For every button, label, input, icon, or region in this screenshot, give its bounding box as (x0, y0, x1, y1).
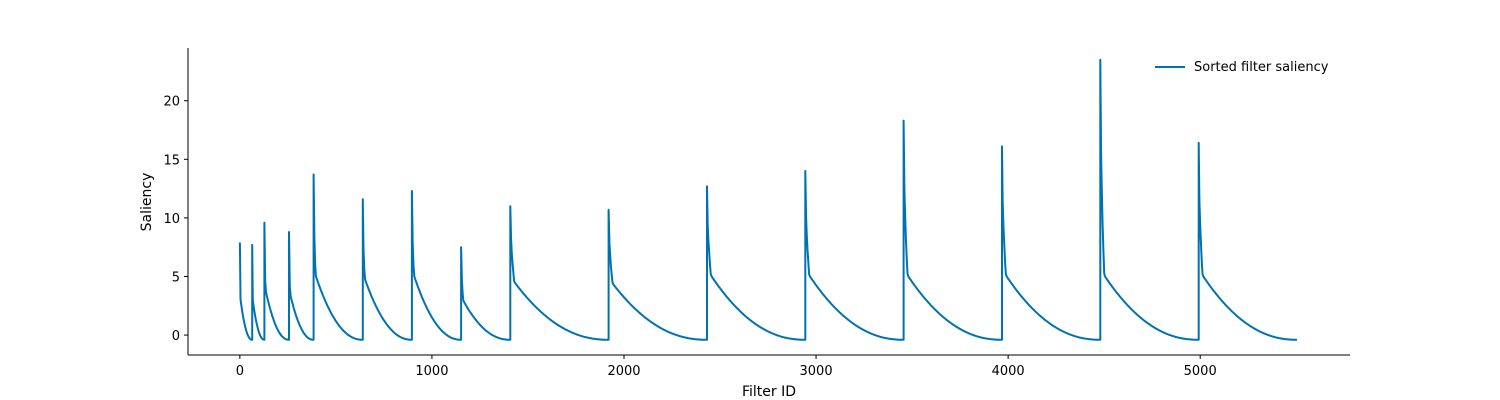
x-tick-label: 5000 (1184, 364, 1217, 379)
y-tick-label: 10 (163, 212, 180, 227)
y-tick-label: 0 (172, 329, 180, 344)
x-tick-label: 1000 (415, 364, 448, 379)
legend: Sorted filter saliency (1155, 60, 1329, 75)
x-tick-label: 0 (236, 364, 244, 379)
y-axis-label: Saliency (139, 173, 155, 232)
y-axis-ticks: 0 5 10 15 20 (163, 95, 188, 344)
legend-label: Sorted filter saliency (1194, 60, 1329, 75)
x-axis-label: Filter ID (742, 384, 796, 400)
x-tick-label: 2000 (607, 364, 640, 379)
series-line (238, 58, 1298, 341)
x-axis-ticks: 0 1000 2000 3000 4000 5000 (236, 355, 1217, 379)
series-lines (238, 58, 1298, 341)
y-tick-label: 15 (163, 153, 180, 168)
x-tick-label: 3000 (800, 364, 833, 379)
y-tick-label: 20 (163, 95, 180, 110)
y-tick-label: 5 (172, 270, 180, 285)
x-tick-label: 4000 (992, 364, 1025, 379)
axis-spines (187, 48, 1350, 356)
